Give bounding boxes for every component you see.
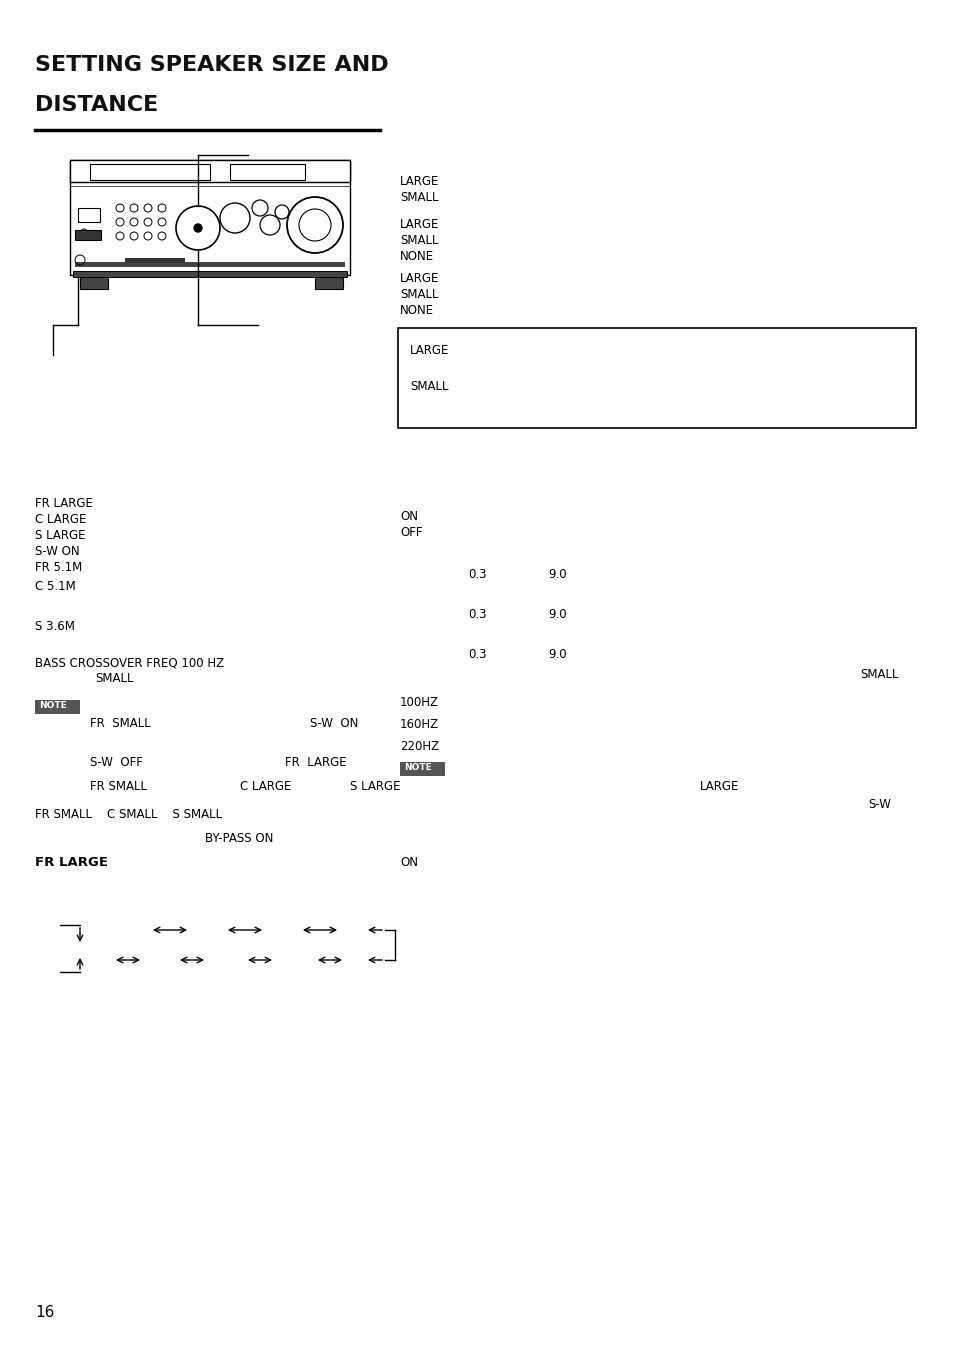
Text: LARGE: LARGE xyxy=(399,218,439,231)
Bar xyxy=(230,163,305,180)
Text: 0.3: 0.3 xyxy=(468,648,486,661)
Text: S-W  OFF: S-W OFF xyxy=(90,757,143,769)
Text: FR LARGE: FR LARGE xyxy=(35,857,108,869)
Text: 9.0: 9.0 xyxy=(547,608,566,621)
Text: BASS CROSSOVER FREQ 100 HZ: BASS CROSSOVER FREQ 100 HZ xyxy=(35,657,224,669)
Text: NOTE: NOTE xyxy=(39,701,67,711)
Text: 9.0: 9.0 xyxy=(547,648,566,661)
Text: SMALL: SMALL xyxy=(399,288,438,301)
Text: SMALL: SMALL xyxy=(410,380,448,393)
Text: SMALL: SMALL xyxy=(399,234,438,247)
Text: ON: ON xyxy=(399,509,417,523)
Text: 0.3: 0.3 xyxy=(468,567,486,581)
Text: S 3.6M: S 3.6M xyxy=(35,620,74,634)
Bar xyxy=(80,276,108,289)
Text: OFF: OFF xyxy=(399,526,422,539)
Bar xyxy=(70,159,350,182)
Text: FR  SMALL: FR SMALL xyxy=(90,717,151,730)
Text: FR  LARGE: FR LARGE xyxy=(285,757,346,769)
Text: 9.0: 9.0 xyxy=(547,567,566,581)
Text: S-W: S-W xyxy=(867,798,890,811)
Text: S-W  ON: S-W ON xyxy=(310,717,358,730)
Text: C LARGE: C LARGE xyxy=(240,780,291,793)
Text: ON: ON xyxy=(399,857,417,869)
Text: BY-PASS ON: BY-PASS ON xyxy=(205,832,274,844)
Bar xyxy=(125,258,185,263)
Text: LARGE: LARGE xyxy=(700,780,739,793)
Text: FR LARGE: FR LARGE xyxy=(35,497,92,509)
Bar xyxy=(399,762,444,775)
Text: FR SMALL    C SMALL    S SMALL: FR SMALL C SMALL S SMALL xyxy=(35,808,222,821)
Text: 220HZ: 220HZ xyxy=(399,740,438,753)
Text: 160HZ: 160HZ xyxy=(399,717,438,731)
Bar xyxy=(75,230,101,240)
Text: FR SMALL: FR SMALL xyxy=(90,780,147,793)
Text: 100HZ: 100HZ xyxy=(399,696,438,709)
Text: S LARGE: S LARGE xyxy=(35,530,86,542)
Bar xyxy=(35,700,80,713)
Bar xyxy=(73,272,347,277)
Bar xyxy=(314,276,343,289)
Text: NONE: NONE xyxy=(399,250,434,263)
Text: S LARGE: S LARGE xyxy=(350,780,400,793)
Text: FR 5.1M: FR 5.1M xyxy=(35,561,82,574)
Text: C LARGE: C LARGE xyxy=(35,513,87,526)
Text: LARGE: LARGE xyxy=(399,272,439,285)
Text: SMALL: SMALL xyxy=(95,671,133,685)
Text: SMALL: SMALL xyxy=(399,190,438,204)
Text: C 5.1M: C 5.1M xyxy=(35,580,75,593)
Text: SMALL: SMALL xyxy=(859,667,898,681)
Text: LARGE: LARGE xyxy=(410,345,449,357)
Bar xyxy=(70,159,350,276)
Circle shape xyxy=(193,224,202,232)
Bar xyxy=(78,208,100,222)
Text: LARGE: LARGE xyxy=(399,176,439,188)
Bar xyxy=(75,262,345,267)
Bar xyxy=(397,328,915,428)
Bar xyxy=(90,163,210,180)
Text: SETTING SPEAKER SIZE AND: SETTING SPEAKER SIZE AND xyxy=(35,55,388,76)
Text: NONE: NONE xyxy=(399,304,434,317)
Text: S-W ON: S-W ON xyxy=(35,544,79,558)
Text: 16: 16 xyxy=(35,1305,54,1320)
Text: DISTANCE: DISTANCE xyxy=(35,95,158,115)
Text: 0.3: 0.3 xyxy=(468,608,486,621)
Text: NOTE: NOTE xyxy=(403,763,432,771)
